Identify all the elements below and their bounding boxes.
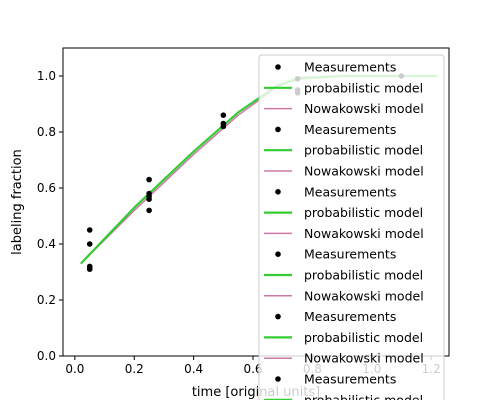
measurement-point xyxy=(86,227,93,233)
y-axis-label: labeling fraction xyxy=(10,149,25,255)
legend-marker xyxy=(275,376,281,382)
legend-marker xyxy=(275,189,281,195)
legend-label: Nowakowski model xyxy=(304,288,424,303)
legend-label: probabilistic model xyxy=(304,330,423,345)
legend-label: Measurements xyxy=(304,184,396,199)
y-tick-label: 1.0 xyxy=(37,69,56,83)
measurement-point xyxy=(220,112,227,118)
legend-label: probabilistic model xyxy=(304,143,423,158)
x-tick-label: 0.0 xyxy=(65,362,84,376)
y-tick-label: 0.2 xyxy=(37,293,56,307)
legend: Measurements probabilistic model Nowakowsk… xyxy=(258,54,445,400)
legend-label: Nowakowski model xyxy=(304,101,424,116)
y-tick-label: 0.8 xyxy=(37,125,56,139)
measurement-point xyxy=(146,196,152,202)
legend-label: Nowakowski model xyxy=(304,351,424,366)
y-tick-label: 0.0 xyxy=(37,349,56,363)
legend-marker xyxy=(275,251,281,257)
legend-label: probabilistic model xyxy=(304,80,423,95)
legend-label: probabilistic model xyxy=(304,392,423,400)
legend-marker xyxy=(275,313,281,320)
plot-frame xyxy=(62,47,450,357)
x-tick-label: 0.4 xyxy=(184,362,203,376)
legend-label: Measurements xyxy=(304,372,396,387)
legend-label: Nowakowski model xyxy=(304,226,424,241)
measurement-point xyxy=(86,241,93,247)
measurement-point xyxy=(220,123,227,130)
legend-label: Nowakowski model xyxy=(304,164,424,179)
legend-label: Measurements xyxy=(304,309,396,324)
legend-marker xyxy=(275,64,281,70)
legend-label: Measurements xyxy=(304,60,396,75)
legend-marker xyxy=(275,126,281,133)
y-tick-label: 0.4 xyxy=(37,237,56,251)
legend-label: Measurements xyxy=(304,247,396,262)
legend-label: probabilistic model xyxy=(304,268,423,283)
x-tick-label: 0.2 xyxy=(125,362,144,376)
measurement-point xyxy=(146,207,152,214)
legend-box xyxy=(258,54,445,400)
y-axis-ticks: 0.0 0.2 0.4 0.6 0.8 1.0 xyxy=(37,69,63,363)
y-tick-label: 0.6 xyxy=(37,181,56,195)
measurement-point xyxy=(86,265,93,271)
measurement-point xyxy=(146,176,152,183)
legend-label: Measurements xyxy=(304,122,396,137)
x-tick-label: 0.6 xyxy=(243,362,262,376)
legend-label: probabilistic model xyxy=(304,205,423,220)
